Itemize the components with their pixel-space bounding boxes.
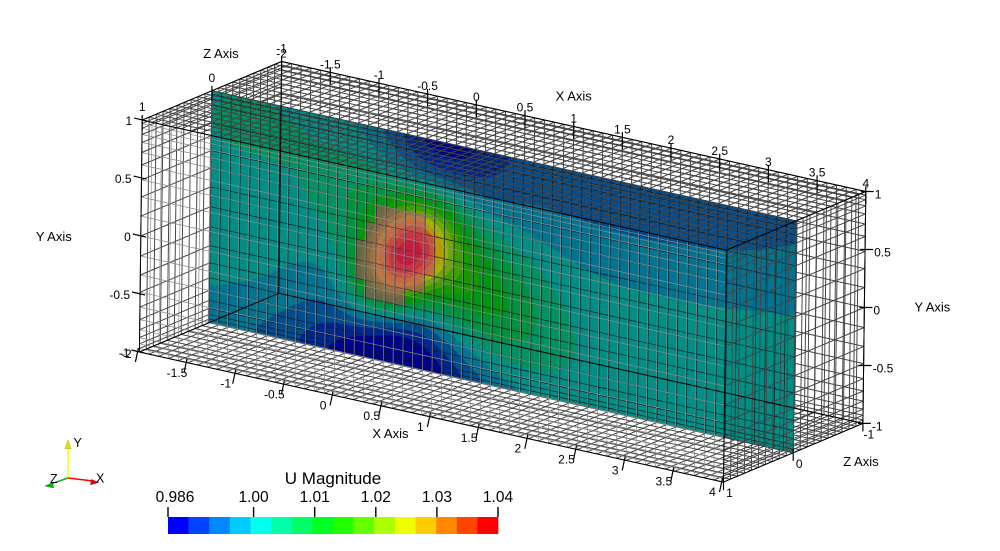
svg-text:X Axis: X Axis (372, 426, 409, 441)
svg-text:U Magnitude: U Magnitude (285, 469, 381, 488)
svg-text:-1: -1 (374, 68, 385, 82)
svg-text:2.5: 2.5 (558, 453, 575, 467)
svg-text:0: 0 (209, 71, 216, 85)
svg-text:Z: Z (50, 472, 58, 486)
svg-text:0.5: 0.5 (363, 409, 380, 423)
svg-text:Y: Y (74, 436, 83, 450)
svg-text:3.5: 3.5 (655, 474, 672, 488)
svg-text:-1: -1 (864, 427, 875, 441)
svg-text:-2: -2 (276, 47, 287, 61)
svg-text:1: 1 (126, 114, 133, 128)
svg-text:0: 0 (320, 398, 327, 412)
svg-text:0: 0 (124, 230, 131, 244)
svg-text:3: 3 (765, 155, 772, 169)
svg-text:-1: -1 (872, 419, 883, 433)
svg-text:1: 1 (726, 486, 733, 500)
svg-text:1.03: 1.03 (422, 489, 452, 506)
svg-text:0: 0 (473, 90, 480, 104)
svg-text:Y Axis: Y Axis (36, 229, 72, 244)
svg-text:1.04: 1.04 (483, 489, 514, 506)
svg-text:-1: -1 (276, 42, 287, 56)
svg-text:-1: -1 (119, 346, 130, 360)
svg-text:Z Axis: Z Axis (843, 454, 879, 469)
svg-text:-1: -1 (220, 377, 231, 391)
svg-text:0: 0 (796, 457, 803, 471)
svg-text:0.5: 0.5 (115, 172, 132, 186)
svg-text:-0.5: -0.5 (109, 288, 130, 302)
svg-text:1: 1 (570, 112, 577, 126)
svg-text:0.5: 0.5 (517, 101, 534, 115)
svg-text:2.5: 2.5 (711, 144, 728, 158)
svg-text:2: 2 (514, 442, 521, 456)
svg-text:1.01: 1.01 (300, 489, 330, 506)
svg-text:1: 1 (139, 100, 146, 114)
svg-text:2: 2 (668, 133, 675, 147)
svg-text:1.5: 1.5 (614, 122, 631, 136)
svg-text:3: 3 (612, 463, 619, 477)
svg-text:4: 4 (709, 485, 716, 499)
svg-text:1: 1 (875, 188, 882, 202)
svg-text:1.5: 1.5 (461, 431, 478, 445)
svg-text:3.5: 3.5 (809, 166, 826, 180)
svg-text:-1.5: -1.5 (167, 366, 188, 380)
svg-text:1: 1 (417, 420, 424, 434)
svg-text:0.5: 0.5 (874, 246, 891, 260)
svg-text:Z Axis: Z Axis (203, 46, 239, 61)
svg-text:0.986: 0.986 (156, 489, 195, 506)
svg-text:4: 4 (862, 177, 869, 191)
svg-text:X Axis: X Axis (556, 89, 593, 104)
svg-text:-1.5: -1.5 (320, 57, 341, 71)
svg-text:X: X (96, 472, 105, 486)
svg-text:-0.5: -0.5 (417, 79, 438, 93)
svg-text:-2: -2 (121, 347, 132, 361)
svg-text:1.02: 1.02 (361, 489, 391, 506)
svg-text:-0.5: -0.5 (264, 388, 285, 402)
svg-text:1.00: 1.00 (239, 489, 270, 506)
svg-text:-0.5: -0.5 (873, 362, 894, 376)
svg-text:0: 0 (873, 304, 880, 318)
svg-text:Y Axis: Y Axis (914, 300, 950, 315)
